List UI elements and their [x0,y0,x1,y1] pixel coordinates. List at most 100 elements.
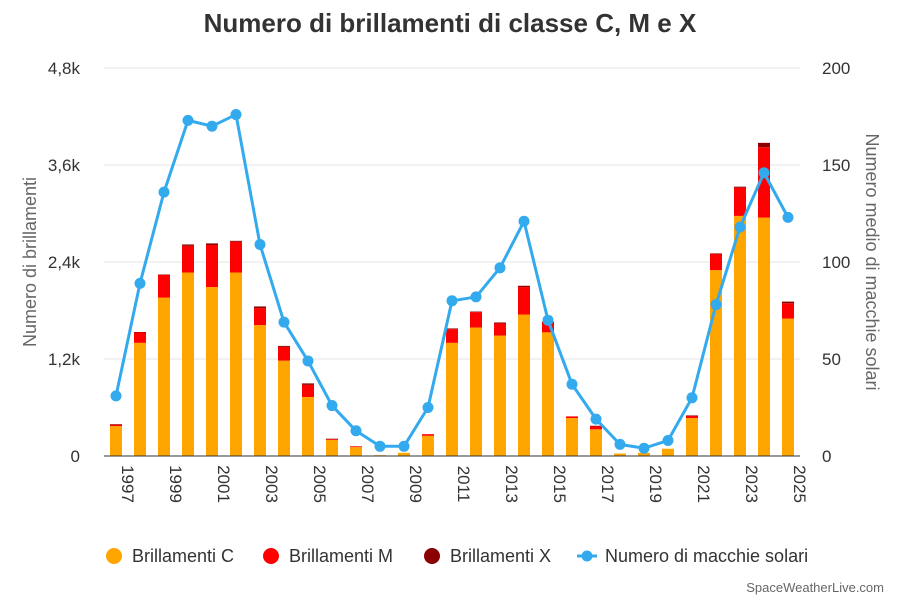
bar-segment-m-2005 [302,384,314,397]
legend: Brillamenti C Brillamenti M Brillamenti X N… [106,546,808,566]
bar-segment-m-2006 [326,439,338,440]
bar-segment-m-2007 [350,446,362,448]
sunspot-point-2025 [782,211,794,223]
sunspot-point-2003 [254,239,266,251]
sunspot-point-2021 [686,392,698,404]
bar-segment-c-2017 [590,429,602,456]
bar-segment-m-2003 [254,308,266,326]
sunspot-point-2006 [326,400,338,412]
x-tick-label: 2001 [214,465,233,503]
bar-segment-c-2014 [518,314,530,456]
bar-segment-x-2004 [278,345,290,347]
bar-segment-x-2013 [494,322,506,324]
sunspot-point-1999 [158,186,170,198]
bar-segment-m-2025 [782,303,794,319]
x-tick-label: 2013 [502,465,521,503]
bar-segment-m-1999 [158,274,170,298]
bar-segment-m-2014 [518,287,530,315]
bar-segment-c-1999 [158,297,170,456]
bar-segment-c-2015 [542,332,554,456]
bar-segment-c-2018 [614,453,626,456]
bar-segment-x-2005 [302,383,314,385]
sunspot-point-2018 [614,438,626,450]
sunspot-point-2013 [494,262,506,274]
sunspot-point-2007 [350,425,362,437]
sunspot-point-2008 [374,440,386,452]
bar-segment-c-2016 [566,418,578,456]
bar-segment-x-2001 [206,243,218,246]
bar-segment-m-2017 [590,426,602,430]
bar-segment-m-2002 [230,241,242,273]
x-tick-label: 2007 [358,465,377,503]
bar-segment-x-2003 [254,306,266,309]
y2-tick-label: 150 [822,156,850,175]
sunspot-point-2009 [398,440,410,452]
x-tick-label: 2017 [598,465,617,503]
x-tick-label: 1999 [166,465,185,503]
legend-label: Brillamenti M [289,546,393,566]
y2-tick-label: 50 [822,350,841,369]
sunspot-point-1997 [110,390,122,402]
x-tick-label: 2025 [790,465,809,503]
bar-segment-c-2009 [398,452,410,456]
y-tick-label: 2,4k [48,253,81,272]
bar-segment-c-2003 [254,325,266,456]
bar-segment-x-2017 [590,425,602,427]
x-tick-label: 2019 [646,465,665,503]
bar-segment-c-2023 [734,215,746,456]
bar-segment-m-2012 [470,312,482,328]
bar-segment-m-2004 [278,346,290,361]
bar-segment-x-2021 [686,415,698,416]
bar-segment-m-2022 [710,253,722,271]
sunspot-point-2011 [446,295,458,307]
bar-segment-x-1997 [110,424,122,425]
bar-segment-m-2001 [206,245,218,288]
sunspot-point-2019 [638,442,650,454]
bar-segment-c-1998 [134,342,146,456]
bar-segment-x-2024 [758,142,770,148]
y-tick-label: 4,8k [48,59,81,78]
sunspot-point-2023 [734,221,746,233]
sunspot-point-2010 [422,402,434,413]
bar-segment-m-2013 [494,323,506,336]
bar-segment-x-2023 [734,186,746,188]
bar-segment-c-2002 [230,272,242,456]
bar-segment-c-2019 [638,452,650,456]
bar-segment-c-2000 [182,272,194,456]
bar-segment-c-2006 [326,439,338,456]
bar-segment-m-1997 [110,424,122,427]
sunspot-point-2015 [542,314,554,326]
sunspot-line [110,109,794,454]
y2-tick-label: 200 [822,59,850,78]
legend-marker-m [263,548,279,564]
legend-label: Brillamenti C [132,546,234,566]
legend-marker-x [424,548,440,564]
y-axis-title: Numero di brillamenti [20,177,40,347]
y2-axis-title: Numero medio di macchie solari [862,133,882,390]
y2-tick-label: 0 [822,447,831,466]
y-tick-label: 1,2k [48,350,81,369]
bar-segment-m-2010 [422,434,434,436]
x-tick-label: 2021 [694,465,713,503]
sunspot-point-2017 [590,413,602,425]
sunspot-point-2024 [758,167,770,179]
bar-segment-c-2022 [710,270,722,456]
bar-segment-m-2016 [566,416,578,419]
bar-segment-c-2005 [302,396,314,456]
y-tick-label: 0 [71,447,80,466]
x-tick-label: 2023 [742,465,761,503]
bar-segment-m-2023 [734,187,746,216]
bars [110,142,794,456]
axes: 0 0 1,2k 50 2,4k 100 3,6k 150 4,8k 200 1997 1999 200… [48,59,851,503]
sunspot-point-2001 [206,120,218,132]
bar-segment-x-2022 [710,253,722,254]
bar-segment-x-2000 [182,244,194,246]
x-tick-label: 2011 [454,466,473,503]
sunspot-point-2020 [662,434,674,446]
sunspot-point-2000 [182,114,194,126]
bar-segment-c-2013 [494,335,506,456]
bar-segment-c-2001 [206,287,218,456]
sunspot-point-1998 [134,277,146,289]
bar-segment-x-1998 [134,332,146,333]
bar-segment-c-2021 [686,418,698,456]
